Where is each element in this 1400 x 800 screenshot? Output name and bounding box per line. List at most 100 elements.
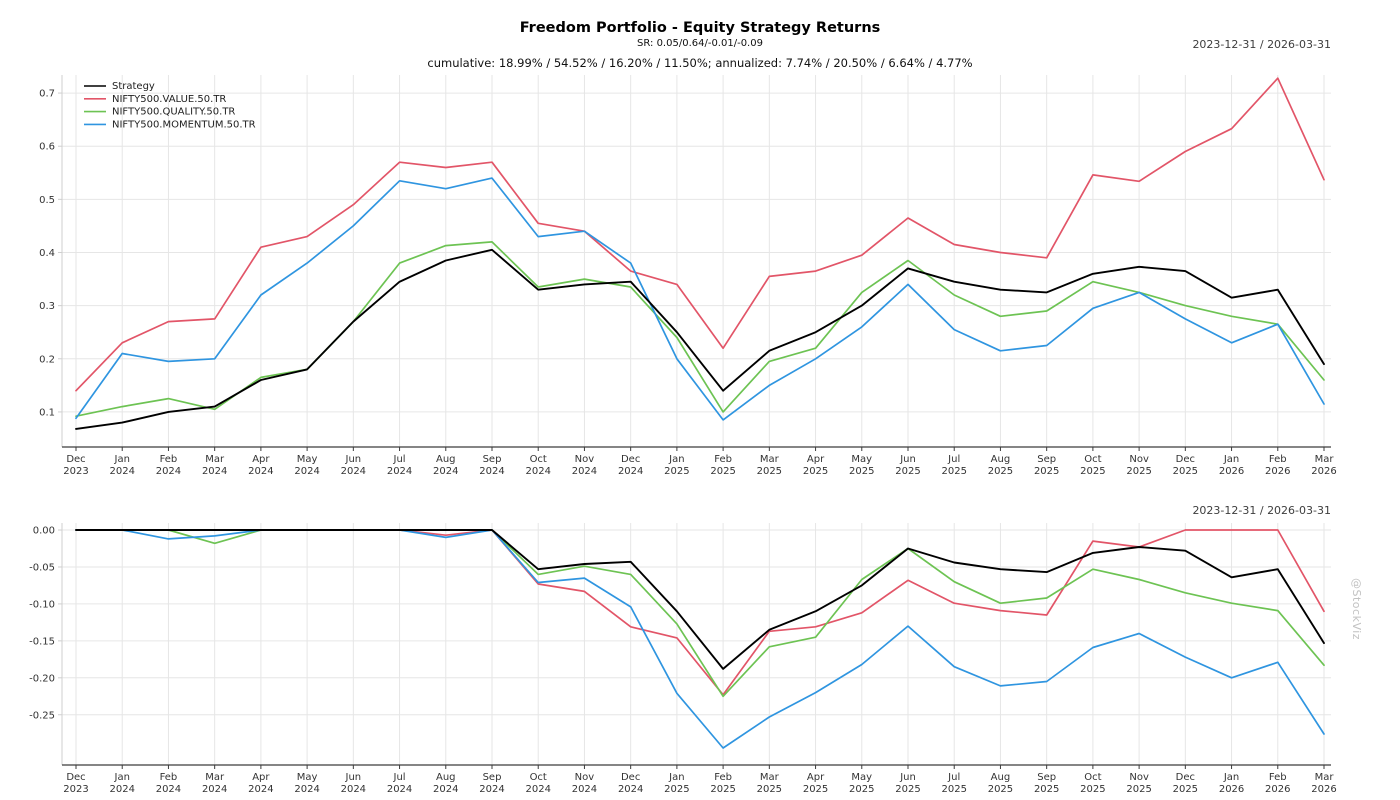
svg-text:2024: 2024 — [341, 466, 366, 477]
svg-text:-0.15: -0.15 — [29, 636, 55, 647]
svg-text:Jun: Jun — [899, 772, 916, 783]
svg-text:2024: 2024 — [572, 466, 597, 477]
svg-text:Jun: Jun — [345, 772, 362, 783]
svg-text:2024: 2024 — [618, 784, 643, 795]
series-lines — [75, 77, 1325, 430]
page-title: Freedom Portfolio - Equity Strategy Retu… — [519, 20, 881, 36]
svg-text:Dec: Dec — [621, 772, 640, 783]
svg-text:2024: 2024 — [202, 466, 227, 477]
svg-text:Mar: Mar — [205, 454, 225, 465]
svg-text:2026: 2026 — [1265, 466, 1290, 477]
svg-text:2024: 2024 — [156, 466, 181, 477]
svg-text:2025: 2025 — [757, 784, 782, 795]
svg-text:2025: 2025 — [757, 466, 782, 477]
svg-text:2024: 2024 — [156, 784, 181, 795]
svg-text:Dec: Dec — [66, 454, 85, 465]
series-line-nifty500-value-50-tr — [75, 529, 1325, 696]
svg-text:Dec: Dec — [621, 454, 640, 465]
svg-text:2025: 2025 — [803, 784, 828, 795]
svg-text:2025: 2025 — [803, 466, 828, 477]
svg-text:Nov: Nov — [1129, 772, 1149, 783]
svg-text:2024: 2024 — [433, 784, 458, 795]
svg-text:Sep: Sep — [1037, 772, 1056, 783]
watermark: @StockViz — [1350, 578, 1363, 641]
svg-text:2024: 2024 — [618, 466, 643, 477]
svg-text:Jan: Jan — [668, 772, 684, 783]
svg-text:Oct: Oct — [1084, 454, 1101, 465]
svg-text:NIFTY500.QUALITY.50.TR: NIFTY500.QUALITY.50.TR — [112, 107, 235, 118]
svg-text:Feb: Feb — [1269, 454, 1287, 465]
svg-text:2026: 2026 — [1311, 466, 1336, 477]
svg-text:May: May — [851, 772, 872, 783]
svg-text:2024: 2024 — [341, 784, 366, 795]
svg-text:0.2: 0.2 — [39, 354, 55, 365]
svg-text:Mar: Mar — [205, 772, 225, 783]
series-line-strategy — [75, 529, 1325, 670]
svg-text:0.7: 0.7 — [39, 89, 55, 100]
svg-text:Feb: Feb — [714, 772, 732, 783]
svg-text:Jul: Jul — [947, 772, 960, 783]
svg-text:Jan: Jan — [114, 454, 130, 465]
svg-text:2025: 2025 — [664, 784, 689, 795]
svg-text:2024: 2024 — [525, 784, 550, 795]
svg-text:2025: 2025 — [895, 784, 920, 795]
svg-text:Feb: Feb — [160, 772, 178, 783]
svg-text:2026: 2026 — [1219, 784, 1244, 795]
svg-text:2025: 2025 — [1126, 784, 1151, 795]
svg-text:2024: 2024 — [387, 784, 412, 795]
svg-text:Jan: Jan — [1223, 454, 1239, 465]
svg-text:2024: 2024 — [572, 784, 597, 795]
svg-text:Aug: Aug — [436, 772, 456, 783]
svg-text:Apr: Apr — [807, 772, 825, 783]
y-axis: 0.1 0.2 0.3 0.4 0.5 0.6 0.7 — [39, 75, 63, 447]
svg-text:2025: 2025 — [941, 784, 966, 795]
svg-text:2024: 2024 — [479, 784, 504, 795]
svg-text:2026: 2026 — [1219, 466, 1244, 477]
svg-text:2024: 2024 — [109, 784, 134, 795]
svg-text:Aug: Aug — [991, 772, 1011, 783]
svg-text:2025: 2025 — [988, 784, 1013, 795]
gridlines — [62, 523, 1331, 765]
svg-text:2025: 2025 — [1034, 466, 1059, 477]
svg-text:2025: 2025 — [941, 466, 966, 477]
svg-text:2024: 2024 — [294, 466, 319, 477]
svg-text:Aug: Aug — [436, 454, 456, 465]
svg-text:2025: 2025 — [710, 784, 735, 795]
svg-text:2023: 2023 — [63, 784, 88, 795]
svg-text:Aug: Aug — [991, 454, 1011, 465]
svg-text:Mar: Mar — [1315, 772, 1335, 783]
x-axis: Dec2023Jan2024Feb2024Mar2024Apr2024May20… — [62, 446, 1337, 477]
svg-text:Oct: Oct — [1084, 772, 1101, 783]
svg-text:Sep: Sep — [483, 454, 502, 465]
svg-text:2025: 2025 — [988, 466, 1013, 477]
panel-drawdowns: 0.00-0.05-0.10-0.15-0.20-0.25Dec2023Jan2… — [29, 523, 1337, 795]
svg-text:2025: 2025 — [1173, 466, 1198, 477]
svg-text:Jul: Jul — [947, 454, 960, 465]
svg-text:Nov: Nov — [575, 454, 595, 465]
svg-text:May: May — [851, 454, 872, 465]
svg-text:Jan: Jan — [668, 454, 684, 465]
svg-text:Jul: Jul — [393, 772, 406, 783]
svg-text:Nov: Nov — [1129, 454, 1149, 465]
svg-text:0.00: 0.00 — [33, 526, 55, 537]
series-lines — [75, 529, 1325, 749]
svg-text:-0.05: -0.05 — [29, 562, 55, 573]
svg-text:Jun: Jun — [899, 454, 916, 465]
svg-text:2024: 2024 — [248, 784, 273, 795]
series-line-nifty500-quality-50-tr — [75, 241, 1325, 418]
svg-text:Dec: Dec — [1176, 454, 1195, 465]
svg-text:Oct: Oct — [530, 454, 547, 465]
svg-text:-0.20: -0.20 — [29, 673, 55, 684]
svg-text:2024: 2024 — [387, 466, 412, 477]
series-line-nifty500-momentum-50-tr — [75, 177, 1325, 421]
legend: Strategy NIFTY500.VALUE.50.TR NIFTY500.QUA… — [84, 81, 256, 130]
svg-text:NIFTY500.VALUE.50.TR: NIFTY500.VALUE.50.TR — [112, 94, 226, 105]
series-line-nifty500-quality-50-tr — [75, 529, 1325, 698]
svg-text:May: May — [297, 772, 318, 783]
svg-text:May: May — [297, 454, 318, 465]
svg-text:Feb: Feb — [714, 454, 732, 465]
svg-text:2025: 2025 — [1173, 784, 1198, 795]
svg-text:2025: 2025 — [710, 466, 735, 477]
svg-text:Sep: Sep — [1037, 454, 1056, 465]
